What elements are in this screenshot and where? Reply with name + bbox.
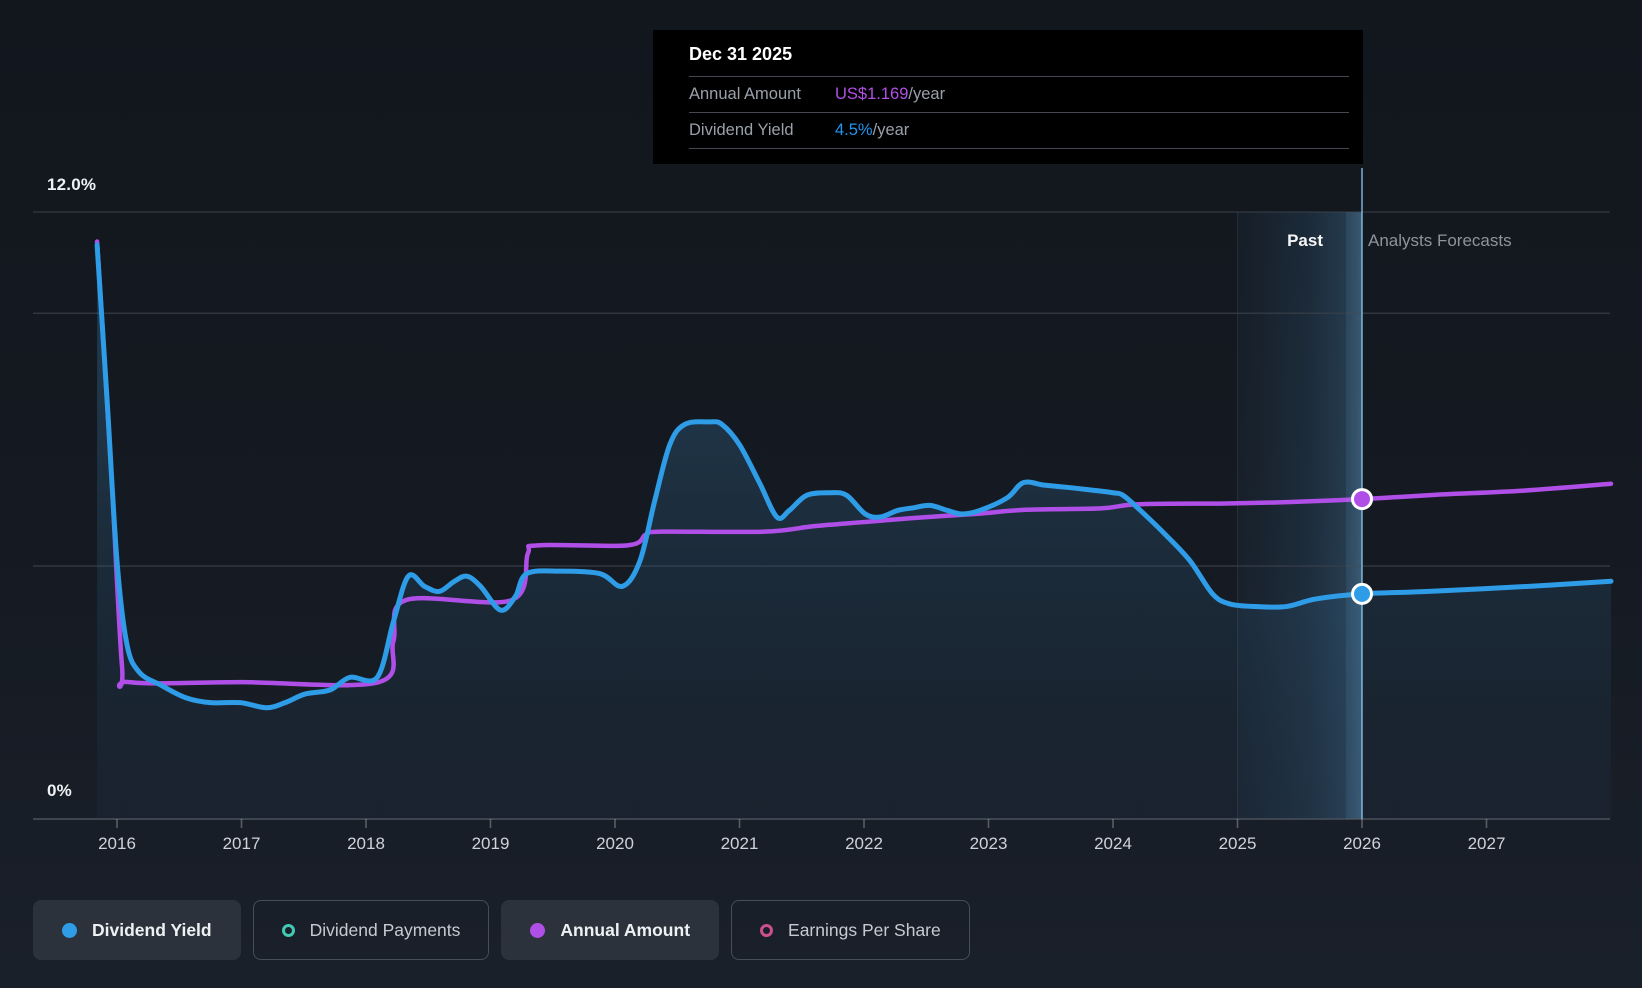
legend-label: Annual Amount — [560, 919, 691, 940]
legend-dividend-yield-button[interactable]: Dividend Yield — [33, 900, 241, 960]
legend-annual-amount-button[interactable]: Annual Amount — [501, 900, 720, 960]
annual-amount-dot-icon — [530, 922, 546, 938]
y-axis-label-max: 12.0% — [47, 175, 97, 194]
tooltip-row-label: Annual Amount — [689, 85, 801, 103]
x-tick-label: 2017 — [223, 834, 261, 853]
x-tick-label: 2023 — [970, 834, 1008, 853]
hover-tooltip: Dec 31 2025 Annual Amount US$1.169/year … — [653, 30, 1363, 164]
tooltip-row-dividend-yield: Dividend Yield 4.5%/year — [689, 113, 1349, 149]
x-tick-label: 2019 — [472, 834, 510, 853]
tooltip-date: Dec 31 2025 — [689, 30, 1349, 77]
y-axis-label-min: 0% — [47, 781, 72, 800]
tooltip-row-label: Dividend Yield — [689, 121, 794, 139]
x-tick-label: 2022 — [845, 834, 883, 853]
x-tick-label: 2021 — [721, 834, 759, 853]
legend: Dividend Yield Dividend Payments Annual … — [33, 900, 970, 960]
tooltip-row-suffix: /year — [872, 121, 910, 139]
dividend-payments-ring-icon — [281, 923, 295, 937]
tooltip-row-value: 4.5% — [835, 121, 873, 139]
x-tick-label: 2024 — [1094, 834, 1132, 853]
legend-label: Dividend Yield — [92, 919, 212, 940]
earnings-per-share-ring-icon — [760, 923, 774, 937]
x-tick-label: 2025 — [1219, 834, 1257, 853]
dividend-yield-area — [97, 244, 1612, 820]
tooltip-row-suffix: /year — [908, 85, 946, 103]
analysts-forecasts-label: Analysts Forecasts — [1368, 231, 1512, 250]
dividend-yield-marker — [1351, 582, 1373, 605]
legend-label: Earnings Per Share — [788, 919, 941, 940]
x-tick-label: 2027 — [1468, 834, 1506, 853]
dividend-yield-line — [94, 242, 1614, 711]
legend-label: Dividend Payments — [309, 919, 461, 940]
x-tick-label: 2018 — [347, 834, 385, 853]
past-label: Past — [1287, 231, 1323, 250]
tooltip-row-value: US$1.169 — [835, 85, 909, 103]
hover-strip — [1346, 212, 1362, 819]
x-tick-label: 2016 — [98, 834, 136, 853]
x-tick-label: 2020 — [596, 834, 634, 853]
x-tick-label: 2026 — [1343, 834, 1381, 853]
tooltip-row-annual-amount: Annual Amount US$1.169/year — [689, 77, 1349, 113]
annual-amount-line — [94, 239, 1614, 689]
legend-earnings-per-share-button[interactable]: Earnings Per Share — [731, 900, 970, 960]
dividend-yield-dot-icon — [62, 922, 77, 938]
legend-dividend-payments-button[interactable]: Dividend Payments — [252, 900, 490, 960]
annual-amount-marker — [1351, 488, 1373, 511]
